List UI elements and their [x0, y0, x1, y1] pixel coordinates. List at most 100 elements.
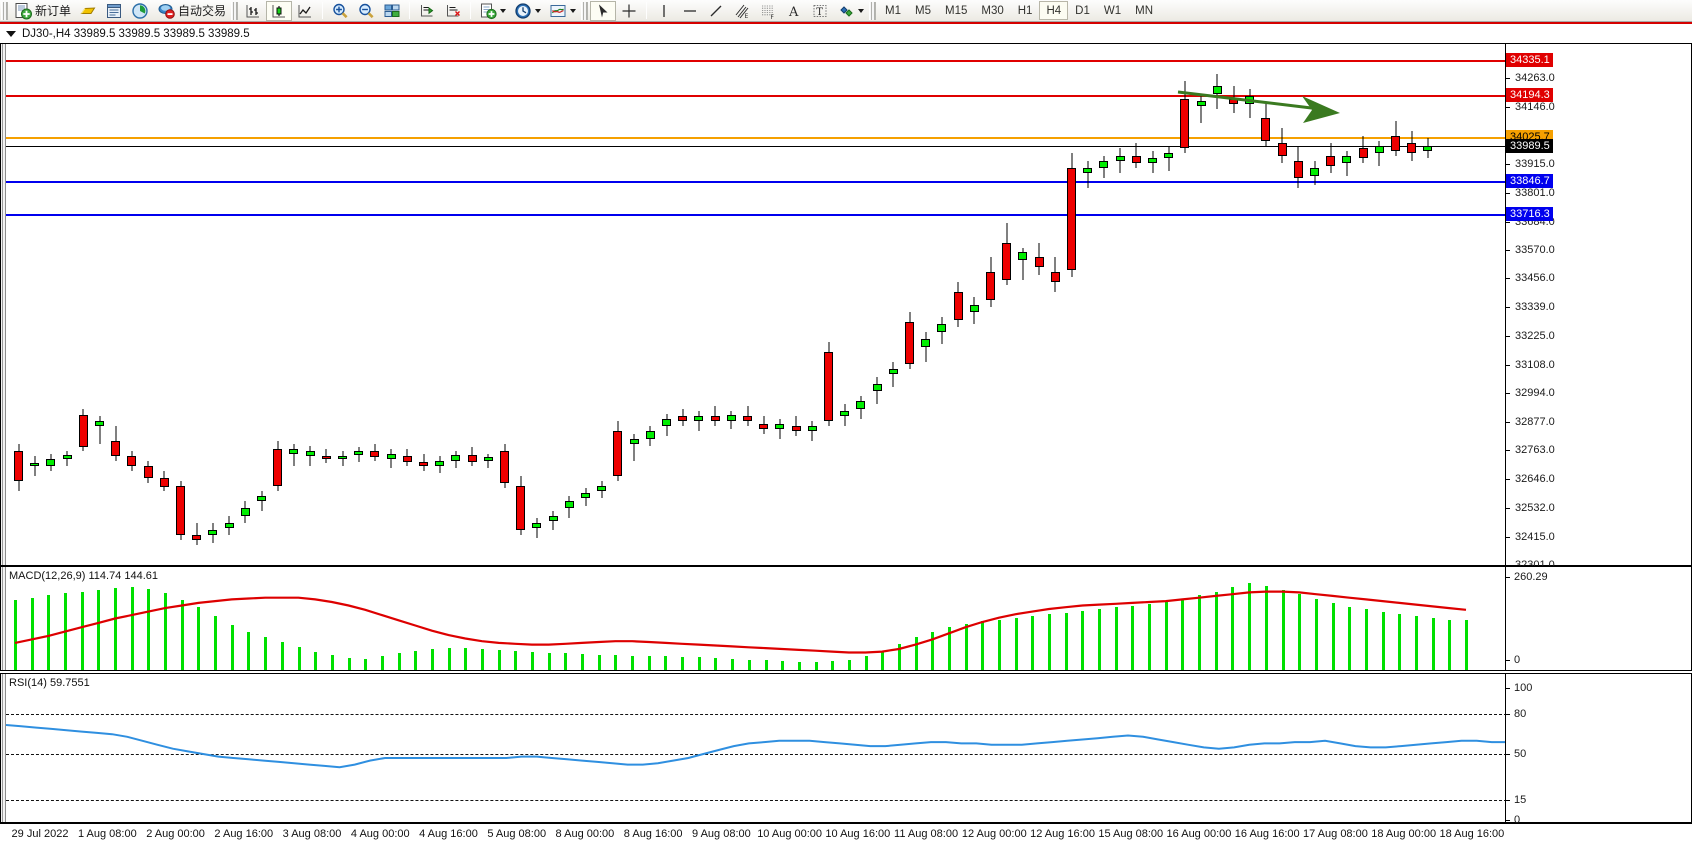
candlestick[interactable]	[273, 44, 283, 565]
timeframe-d1[interactable]: D1	[1075, 4, 1090, 17]
candlestick-chart-button[interactable]	[266, 0, 293, 21]
candlestick[interactable]	[1374, 44, 1384, 565]
candlestick[interactable]	[78, 44, 88, 565]
candlestick[interactable]	[1310, 44, 1319, 565]
auto-trading-button[interactable]: 自动交易	[153, 1, 230, 21]
candlestick[interactable]	[289, 44, 299, 565]
candlestick[interactable]	[30, 44, 40, 565]
price-level-label-resistance[interactable]: 34194.3	[1506, 88, 1553, 103]
candlestick[interactable]	[905, 44, 914, 565]
rsi-plot-area[interactable]	[6, 674, 1505, 822]
candlestick[interactable]	[370, 44, 380, 565]
expert-advisors-button[interactable]	[75, 1, 101, 21]
chart-shift-button[interactable]	[440, 1, 466, 21]
candlestick[interactable]	[143, 44, 153, 565]
auto-scroll-button[interactable]	[414, 1, 440, 21]
candlestick[interactable]	[257, 44, 266, 565]
chevron-down-icon[interactable]	[570, 8, 577, 13]
candlestick[interactable]	[1358, 44, 1368, 565]
objects-list-button[interactable]	[833, 1, 868, 21]
timeframe-w1[interactable]: W1	[1103, 4, 1122, 17]
candlestick[interactable]	[62, 44, 72, 565]
zoom-in-button[interactable]	[327, 1, 353, 21]
candlestick[interactable]	[548, 44, 558, 565]
candlestick[interactable]	[872, 44, 882, 565]
candlestick[interactable]	[240, 44, 250, 565]
candlestick[interactable]	[176, 44, 185, 565]
candlestick[interactable]	[1277, 44, 1287, 565]
candlestick[interactable]	[483, 44, 493, 565]
timeframe-h4[interactable]: H4	[1039, 1, 1069, 20]
price-level-label-resistance[interactable]: 34335.1	[1506, 53, 1553, 68]
candlestick[interactable]	[1391, 44, 1400, 565]
candlestick[interactable]	[726, 44, 736, 565]
candlestick[interactable]	[111, 44, 121, 565]
candlestick[interactable]	[402, 44, 412, 565]
candlestick[interactable]	[1050, 44, 1060, 565]
toolbar-grip-2[interactable]	[231, 1, 239, 20]
timeframe-h1[interactable]: H1	[1017, 4, 1033, 17]
candlestick[interactable]	[1261, 44, 1271, 565]
price-level-line-resistance[interactable]	[6, 95, 1505, 98]
timeframe-m1[interactable]: M1	[885, 4, 902, 17]
candlestick[interactable]	[662, 44, 671, 565]
price-level-label-support[interactable]: 33846.7	[1506, 174, 1553, 189]
candlestick[interactable]	[1407, 44, 1417, 565]
timeframe-mn[interactable]: MN	[1135, 4, 1153, 17]
rsi-pane[interactable]: RSI(14) 59.7551 100 80 50 15 0	[0, 673, 1692, 826]
price-level-line-support[interactable]	[6, 181, 1505, 184]
candlestick[interactable]	[1034, 44, 1044, 565]
chevron-down-icon[interactable]	[535, 8, 542, 13]
candlestick[interactable]	[500, 44, 509, 565]
candlestick[interactable]	[581, 44, 590, 565]
price-pane[interactable]: 34263.0 34146.0 33915.0 33801.0 33684.0 33570…	[0, 43, 1692, 571]
candlestick[interactable]	[14, 44, 23, 565]
zoom-out-button[interactable]	[353, 1, 379, 21]
candlestick[interactable]	[921, 44, 931, 565]
candlestick[interactable]	[1083, 44, 1093, 565]
candlestick[interactable]	[694, 44, 704, 565]
candlestick[interactable]	[937, 44, 947, 565]
candlestick[interactable]	[597, 44, 607, 565]
macd-axis[interactable]: 260.29 0	[1505, 567, 1691, 670]
candlestick[interactable]	[564, 44, 574, 565]
candlestick[interactable]	[1002, 44, 1012, 565]
fibonacci-tool[interactable]: F	[755, 1, 781, 21]
candlestick[interactable]	[1164, 44, 1174, 565]
candlestick[interactable]	[321, 44, 331, 565]
candlestick[interactable]	[1180, 44, 1190, 565]
candlestick[interactable]	[354, 44, 364, 565]
candlestick[interactable]	[1148, 44, 1157, 565]
candlestick[interactable]	[159, 44, 169, 565]
candlestick[interactable]	[645, 44, 655, 565]
candlestick[interactable]	[192, 44, 202, 565]
candlestick[interactable]	[969, 44, 979, 565]
toolbar-grip-4[interactable]	[869, 1, 877, 20]
text-tool[interactable]: A	[781, 1, 807, 21]
chevron-down-icon[interactable]	[858, 8, 865, 13]
macd-plot-area[interactable]	[6, 567, 1505, 670]
candlestick[interactable]	[419, 44, 428, 565]
candlestick[interactable]	[791, 44, 801, 565]
price-level-label-current-price[interactable]: 33989.5	[1506, 138, 1553, 153]
timeframe-m30[interactable]: M30	[981, 4, 1004, 17]
templates-button[interactable]	[545, 1, 580, 21]
candlestick[interactable]	[759, 44, 769, 565]
candlestick[interactable]	[208, 44, 218, 565]
candlestick[interactable]	[1018, 44, 1028, 565]
candlestick[interactable]	[1212, 44, 1222, 565]
candlestick[interactable]	[1131, 44, 1141, 565]
candlestick[interactable]	[840, 44, 850, 565]
price-level-label-support[interactable]: 33716.3	[1506, 206, 1553, 221]
toolbar-grip-1[interactable]	[1, 1, 8, 20]
candlestick[interactable]	[46, 44, 56, 565]
candlestick[interactable]	[516, 44, 526, 565]
periodicity-button[interactable]	[510, 1, 545, 21]
candlestick[interactable]	[888, 44, 898, 565]
candlestick[interactable]	[710, 44, 720, 565]
down-trend-arrow[interactable]	[6, 44, 1505, 565]
chevron-down-icon[interactable]	[500, 8, 507, 13]
crosshair-tool[interactable]	[616, 1, 642, 21]
candlestick[interactable]	[613, 44, 623, 565]
candlestick[interactable]	[467, 44, 477, 565]
